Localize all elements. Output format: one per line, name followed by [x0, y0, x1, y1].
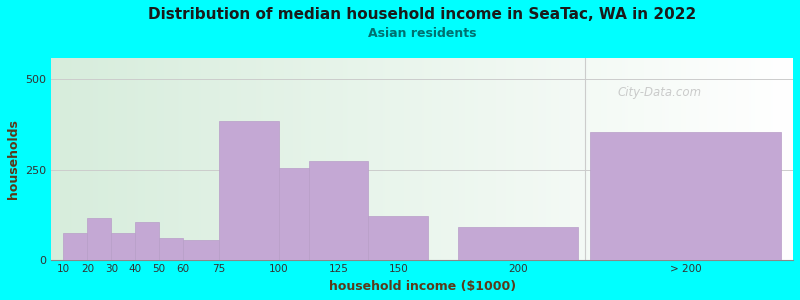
Bar — [159, 238, 183, 260]
Bar — [219, 121, 278, 260]
Bar — [278, 168, 309, 260]
Bar — [369, 216, 428, 260]
Bar — [111, 232, 135, 260]
Bar — [87, 218, 111, 260]
Bar — [183, 240, 219, 260]
Bar — [135, 222, 159, 260]
Bar — [309, 160, 369, 260]
Bar — [590, 132, 781, 260]
Title: Distribution of median household income in SeaTac, WA in 2022: Distribution of median household income … — [148, 7, 696, 22]
Y-axis label: households: households — [7, 119, 20, 199]
Text: City-Data.com: City-Data.com — [618, 85, 702, 99]
Text: Asian residents: Asian residents — [368, 27, 477, 40]
Bar — [458, 227, 578, 260]
X-axis label: household income ($1000): household income ($1000) — [329, 280, 516, 293]
Bar — [63, 232, 87, 260]
